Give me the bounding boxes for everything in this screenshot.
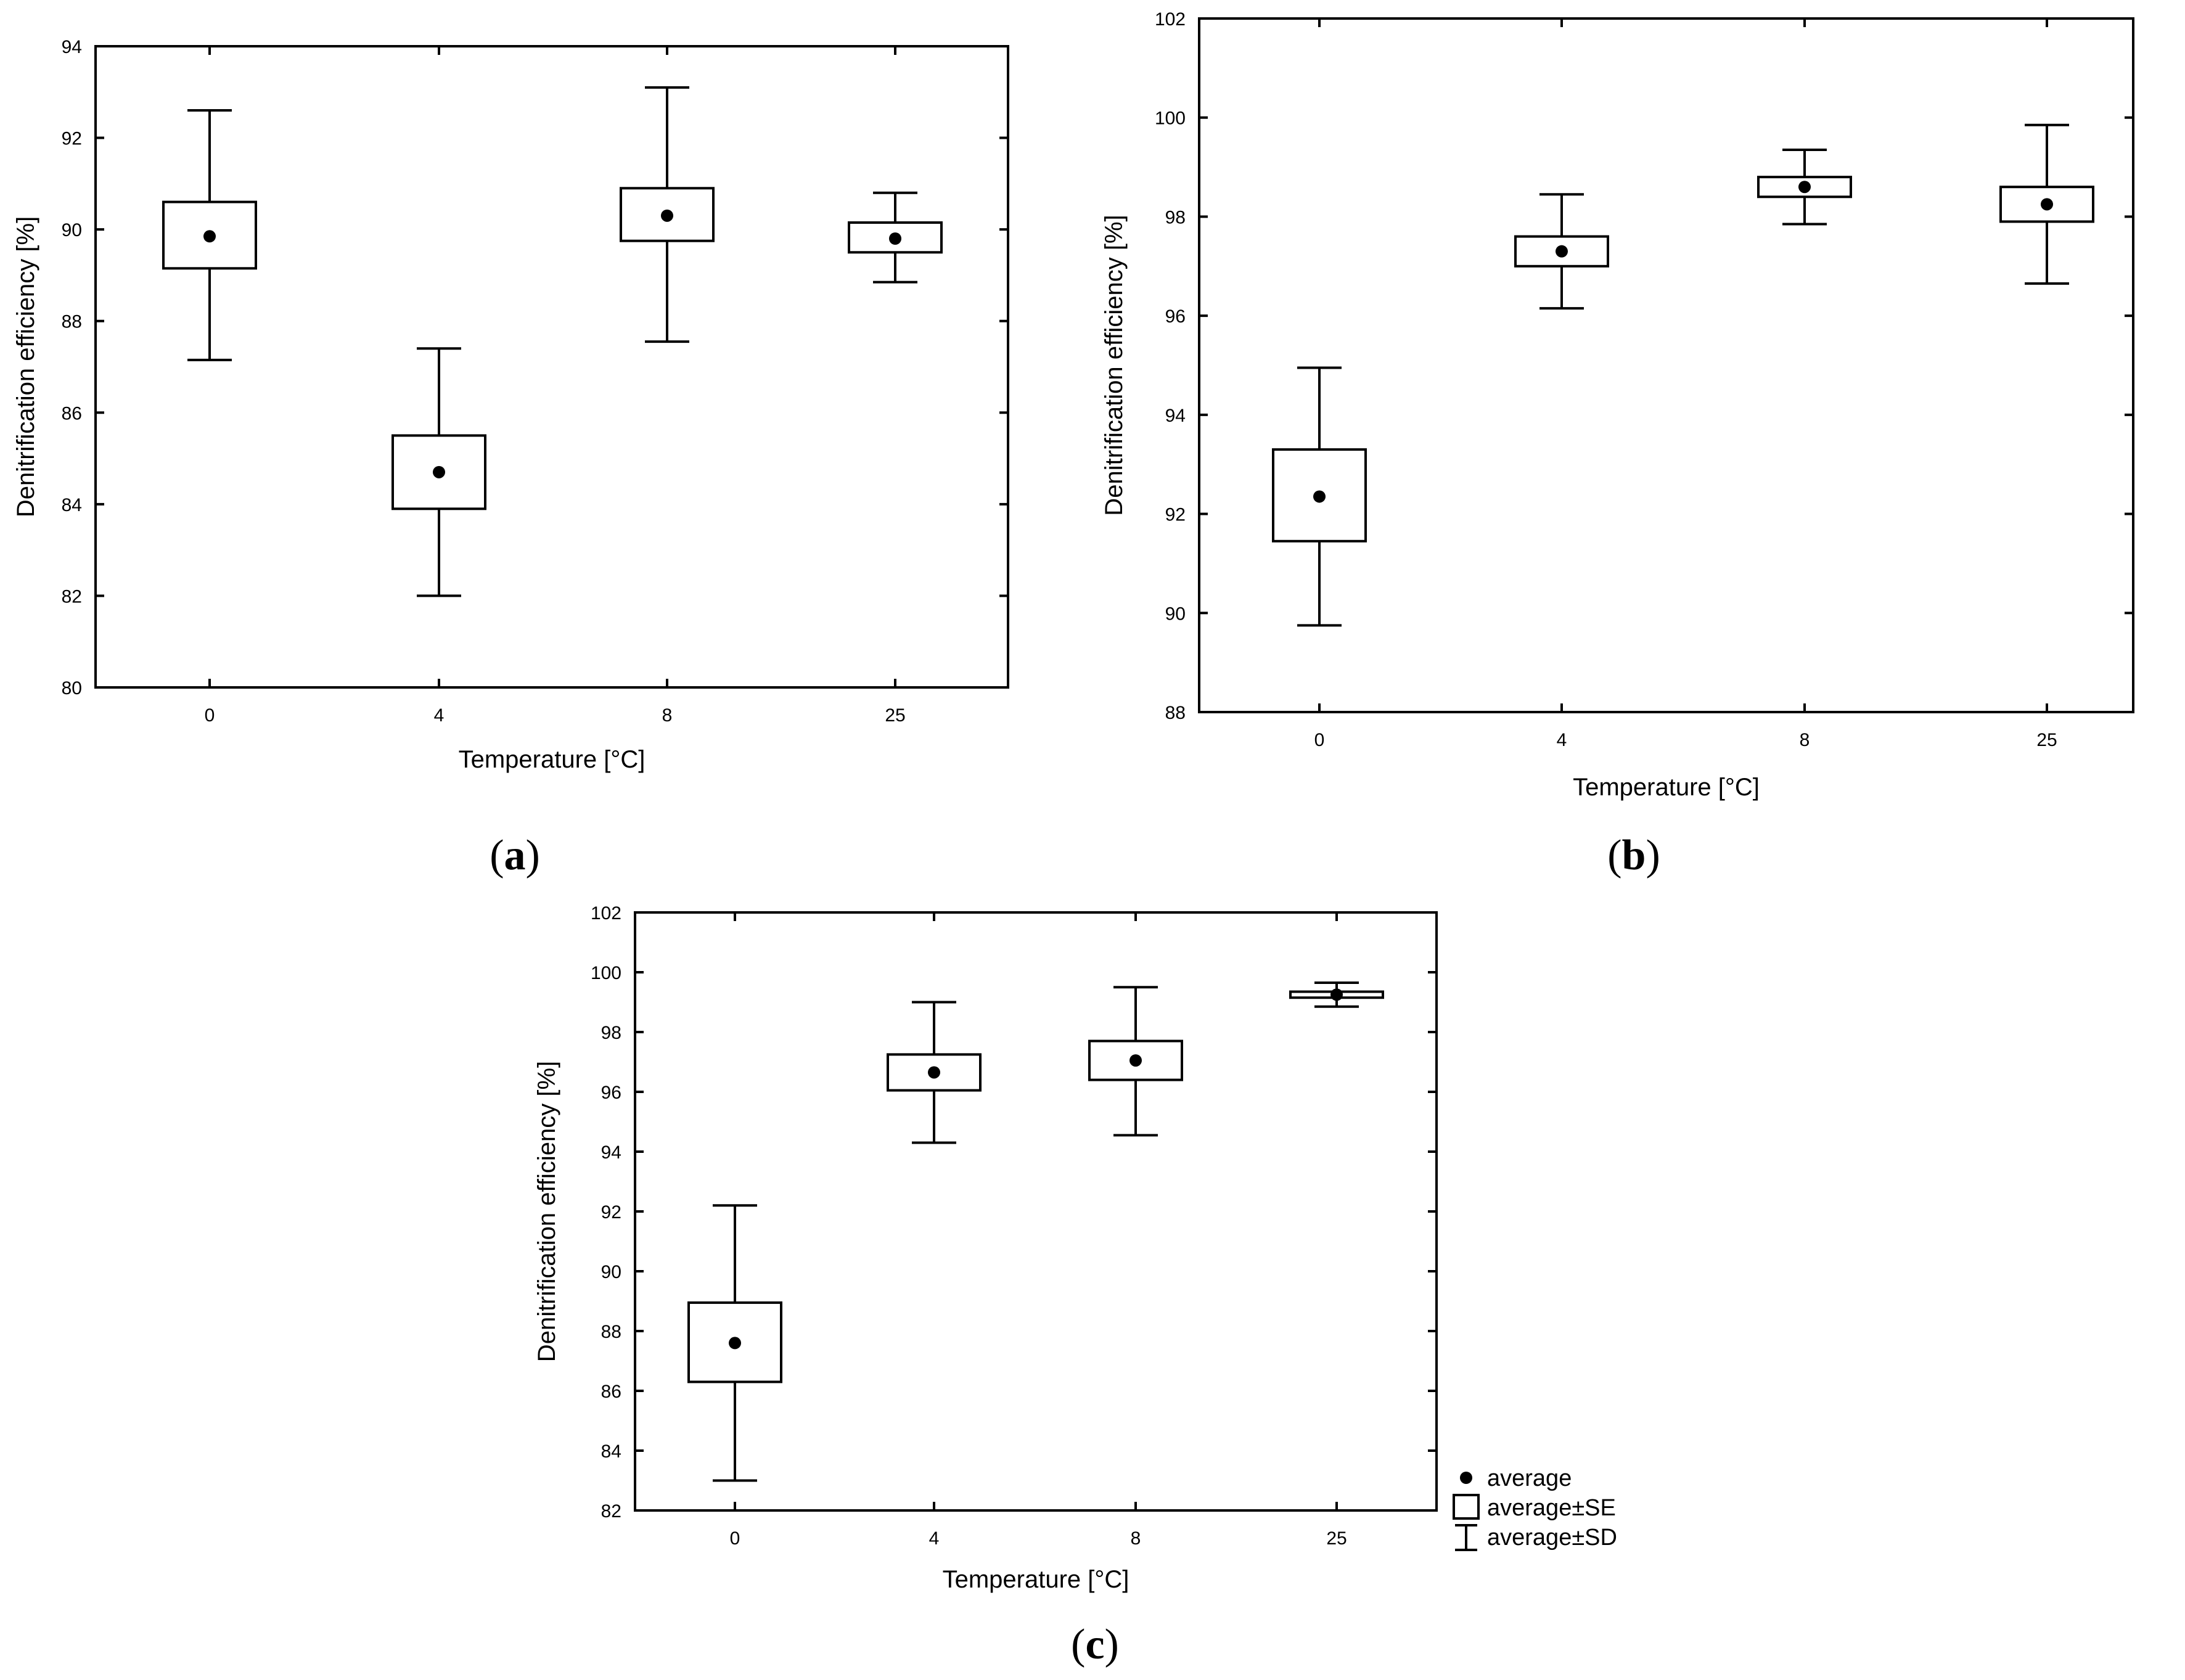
y-tick-label: 86 <box>62 403 82 424</box>
y-tick-label: 102 <box>591 903 621 924</box>
se-box <box>687 1301 782 1383</box>
y-tick-label: 94 <box>601 1142 621 1163</box>
mean-dot <box>2041 198 2053 211</box>
y-tick-label: 96 <box>601 1083 621 1103</box>
plot-frame <box>1198 17 2134 713</box>
y-tick-label: 92 <box>601 1202 621 1223</box>
mean-dot <box>889 232 901 245</box>
box-8 <box>1088 986 1183 1137</box>
panel-label: (a) <box>490 832 540 879</box>
box-25 <box>1999 123 2094 285</box>
y-tick-label: 92 <box>62 129 82 149</box>
y-axis-title: Denitrification efficiency [%] <box>533 1061 560 1362</box>
y-axis-title: Denitrification efficiency [%] <box>1101 215 1128 515</box>
y-tick-label: 80 <box>62 678 82 699</box>
y-tick-label: 90 <box>601 1262 621 1282</box>
legend: average average±SE average±SD <box>1453 1465 1617 1551</box>
box-0 <box>1272 366 1367 627</box>
box-0 <box>687 1204 782 1482</box>
mean-dot <box>1556 245 1568 258</box>
box-25 <box>848 191 943 284</box>
panel-letter: b <box>1622 832 1646 879</box>
box-4 <box>391 347 486 597</box>
x-tick-label: 25 <box>2036 730 2057 750</box>
y-tick-label: 92 <box>1165 505 1186 525</box>
x-tick-label: 8 <box>1131 1528 1141 1549</box>
x-tick-label: 8 <box>1800 730 1810 750</box>
mean-dot <box>1313 490 1326 503</box>
box-4 <box>887 1001 982 1144</box>
x-tick-label: 0 <box>1314 730 1325 750</box>
x-tick-label: 8 <box>662 705 673 726</box>
y-tick-label: 90 <box>62 220 82 240</box>
mean-dot <box>729 1337 741 1350</box>
box-25 <box>1289 981 1384 1008</box>
legend-box-symbol <box>1453 1494 1480 1520</box>
mean-dot <box>1330 988 1343 1001</box>
mean-dot <box>433 465 445 478</box>
panel-letter: a <box>504 832 526 879</box>
y-tick-label: 86 <box>601 1382 621 1402</box>
y-tick-label: 94 <box>62 37 82 57</box>
mean-dot <box>1798 181 1811 194</box>
y-tick-label: 82 <box>62 586 82 607</box>
x-axis-title: Temperature [°C] <box>943 1566 1129 1593</box>
x-axis-title: Temperature [°C] <box>1573 774 1760 801</box>
legend-label: average±SE <box>1487 1495 1616 1521</box>
legend-label: average±SD <box>1487 1525 1617 1551</box>
x-tick-label: 4 <box>1557 730 1567 750</box>
y-tick-label: 88 <box>1165 703 1186 723</box>
mean-dot <box>203 230 216 243</box>
chart-panel-b: 88 90 92 94 96 98 100 102 0 4 8 25 Temperature [°C] D… <box>1101 9 2134 879</box>
y-axis-title: Denitrification efficiency [%] <box>12 216 39 517</box>
panel-letter: c <box>1085 1621 1104 1668</box>
plot-frame <box>634 911 1438 1512</box>
y-tick-label: 84 <box>62 495 82 515</box>
y-tick-label: 102 <box>1155 9 1186 30</box>
y-tick-label: 98 <box>601 1023 621 1043</box>
panel-label: (c) <box>1071 1621 1119 1668</box>
box-8 <box>620 86 715 343</box>
y-tick-label: 98 <box>1165 207 1186 227</box>
legend-dot-symbol <box>1460 1472 1472 1484</box>
y-tick-label: 94 <box>1165 406 1186 426</box>
x-tick-label: 0 <box>205 705 215 726</box>
x-tick-label: 25 <box>885 705 905 726</box>
y-tick-label: 88 <box>601 1322 621 1342</box>
box-4 <box>1514 193 1609 310</box>
y-tick-label: 84 <box>601 1441 621 1462</box>
chart-panel-c: 82 84 86 88 90 92 94 96 98 100 102 0 4 8 25 Temperature… <box>533 903 1438 1668</box>
y-tick-label: 82 <box>601 1501 621 1522</box>
x-tick-label: 0 <box>730 1528 740 1549</box>
x-tick-label: 4 <box>929 1528 940 1549</box>
y-tick-label: 88 <box>62 312 82 332</box>
box-0 <box>162 109 257 361</box>
chart-panel-a: 80 82 84 86 88 90 92 94 0 4 8 25 Temperature [°C] Den… <box>12 37 1009 879</box>
mean-dot <box>661 209 673 222</box>
legend-label: average <box>1487 1465 1572 1491</box>
plot-frame <box>94 45 1009 689</box>
y-tick-label: 90 <box>1165 604 1186 624</box>
x-tick-label: 25 <box>1326 1528 1347 1549</box>
x-tick-label: 4 <box>434 705 445 726</box>
panel-label: (b) <box>1607 832 1660 879</box>
mean-dot <box>928 1066 940 1079</box>
y-tick-label: 100 <box>591 963 621 983</box>
y-tick-label: 100 <box>1155 109 1186 129</box>
y-tick-label: 96 <box>1165 306 1186 327</box>
mean-dot <box>1129 1054 1142 1067</box>
box-8 <box>1757 148 1852 226</box>
x-axis-title: Temperature [°C] <box>459 746 646 773</box>
